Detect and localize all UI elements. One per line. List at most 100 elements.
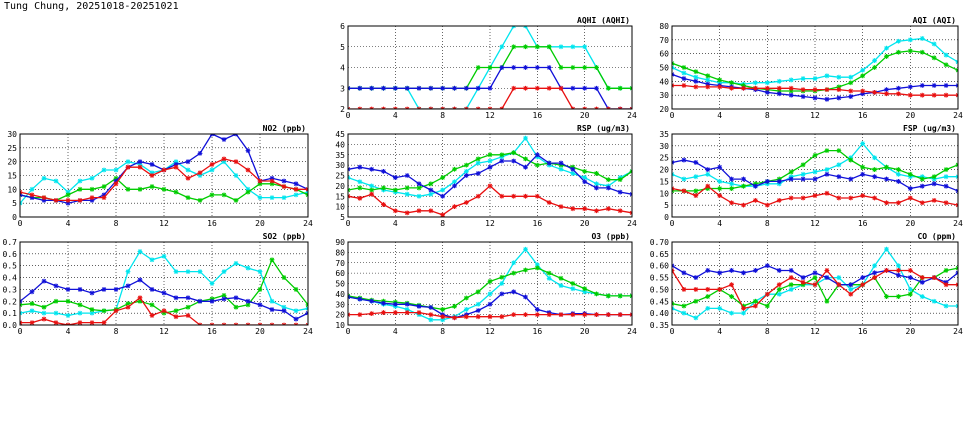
series-red-point: [245, 167, 251, 173]
series-green-point: [896, 167, 901, 172]
series-blue-point: [693, 160, 699, 165]
y-tick-label: 0.4: [3, 274, 18, 283]
series-green-point: [416, 185, 422, 191]
series-green-point: [729, 186, 734, 191]
series-green-point: [943, 167, 949, 172]
series-red-point: [860, 282, 866, 288]
series-green-point: [499, 152, 505, 158]
x-tick-label: 20: [580, 111, 590, 120]
series-red-point: [369, 191, 375, 197]
x-tick-label: 20: [906, 327, 916, 336]
series-cyan-point: [681, 176, 687, 182]
y-tick-label: 40: [335, 140, 345, 149]
series-blue-point: [41, 198, 47, 203]
series-green-point: [884, 294, 889, 299]
plot-frame: [671, 241, 959, 326]
series-green-point: [125, 301, 131, 307]
series-cyan-point: [197, 269, 203, 275]
series-green-point: [907, 291, 913, 297]
series-red-point: [605, 206, 611, 212]
series-blue-point: [197, 298, 203, 304]
series-red-point: [511, 85, 517, 91]
series-red-point: [764, 291, 770, 297]
series-red-point: [717, 287, 723, 292]
series-cyan-point: [499, 281, 505, 286]
series-red-point: [693, 193, 699, 199]
series-green-point: [884, 164, 889, 170]
series-blue-point: [29, 195, 35, 201]
series-red-point: [860, 193, 866, 199]
series-blue-point: [233, 295, 239, 301]
y-tick-label: 90: [335, 238, 345, 247]
series-cyan-point: [681, 70, 687, 76]
series-cyan-point: [357, 179, 363, 185]
series-blue-point: [392, 175, 398, 180]
x-tick-label: 20: [906, 111, 916, 120]
x-tick-label: 12: [159, 219, 169, 228]
series-green-point: [245, 302, 251, 308]
series-blue-point: [475, 171, 481, 176]
series-cyan-point: [173, 269, 179, 275]
series-red-point: [943, 200, 949, 206]
series-green-point: [233, 198, 239, 203]
series-red-point: [475, 314, 481, 320]
chart-aqi: 0 4 8 12 16 20 24 20 30 40 50 60 70 80 AQI (AQI): [659, 16, 963, 120]
series-green-point: [233, 304, 239, 310]
series-red-point: [475, 193, 481, 199]
x-tick-label: 20: [255, 219, 265, 228]
series-green-point: [197, 198, 203, 203]
series-blue-point: [848, 94, 854, 99]
series-cyan-point: [836, 162, 842, 168]
series-red-point: [89, 320, 95, 325]
series-red-point: [570, 206, 576, 212]
series-red-point: [943, 92, 949, 98]
series-red-point: [800, 87, 806, 93]
series-green-point: [523, 267, 528, 273]
series-cyan-point: [693, 174, 699, 180]
series-cyan-point: [776, 291, 782, 297]
series-red-point: [546, 200, 552, 205]
series-red-point: [776, 282, 782, 288]
series-cyan-point: [931, 41, 937, 47]
x-tick-label: 24: [303, 219, 313, 228]
series-green-point: [77, 186, 83, 192]
series-cyan-point: [717, 179, 723, 184]
series-green-point: [487, 279, 493, 284]
series-red-point: [800, 279, 806, 285]
x-tick-label: 12: [485, 327, 495, 336]
series-cyan-point: [221, 269, 227, 275]
series-cyan-point: [77, 178, 83, 184]
series-cyan-point: [113, 167, 119, 173]
x-tick-label: 20: [255, 327, 265, 336]
series-red-point: [617, 312, 623, 318]
series-green-point: [836, 84, 842, 90]
series-blue-point: [245, 148, 251, 153]
y-tick-label: 6: [340, 22, 345, 31]
x-tick-label: 20: [580, 219, 590, 228]
series-green-point: [812, 152, 818, 158]
x-tick-label: 16: [533, 111, 543, 120]
series-blue-point: [764, 90, 770, 95]
series-green-point: [717, 186, 723, 191]
series-blue-point: [209, 298, 215, 304]
plot-title: FSP (ug/m3): [903, 124, 956, 133]
series-blue-point: [463, 173, 469, 178]
series-cyan-point: [860, 141, 866, 146]
series-cyan-point: [884, 246, 889, 252]
series-red-point: [523, 193, 528, 199]
series-blue-point: [404, 85, 410, 91]
series-green-point: [582, 286, 588, 292]
series-red-point: [357, 195, 363, 201]
series-green-point: [812, 275, 818, 280]
series-red-point: [369, 311, 375, 316]
series-red-point: [776, 85, 782, 91]
series-green-point: [392, 187, 398, 193]
series-blue-point: [824, 275, 830, 280]
series-red-point: [717, 193, 723, 199]
series-blue-point: [463, 85, 469, 91]
x-tick-label: 16: [858, 219, 868, 228]
series-blue-point: [499, 158, 505, 164]
series-cyan-point: [475, 301, 481, 307]
series-red-point: [594, 208, 599, 214]
